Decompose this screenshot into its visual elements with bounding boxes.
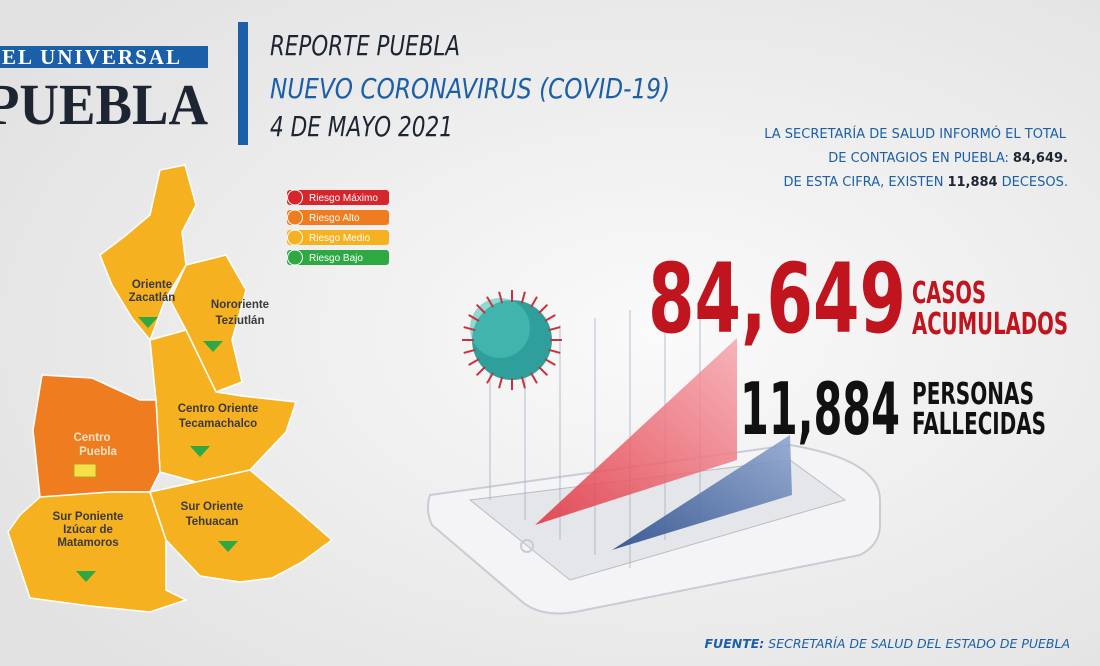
info-line3: DE ESTA CIFRA, EXISTEN 11,884 DECESOS. bbox=[784, 175, 1068, 190]
region-label: Centro Oriente Tecamachalco bbox=[178, 403, 259, 430]
region-line: Oriente bbox=[132, 279, 172, 291]
region-shape bbox=[7, 491, 188, 613]
region-line: Matamoros bbox=[57, 537, 118, 549]
region-shape bbox=[149, 469, 334, 583]
marker bbox=[73, 463, 97, 478]
spike bbox=[486, 372, 494, 384]
header-line2: NUEVO CORONAVIRUS (COVID-19) bbox=[270, 72, 670, 105]
marker bbox=[138, 317, 158, 328]
legend-label: Riesgo Medio bbox=[309, 233, 371, 244]
region-labels: Oriente Zacatlán Nororiente Teziutlán Cent… bbox=[53, 279, 269, 582]
spike bbox=[530, 372, 538, 384]
stat-number: 11,884 bbox=[740, 367, 900, 451]
footer-label: FUENTE: bbox=[705, 636, 765, 651]
region-line: Tecamachalco bbox=[179, 418, 257, 430]
region-line: Centro bbox=[73, 432, 110, 444]
blue-wedge bbox=[612, 435, 792, 550]
virus-spikes bbox=[462, 290, 562, 390]
legend-pill bbox=[287, 210, 389, 225]
region-shape bbox=[169, 254, 247, 393]
info-highlight: 84,649. bbox=[1013, 151, 1068, 166]
legend: Riesgo Máximo Riesgo Alto Riesgo Medio Ries… bbox=[287, 189, 389, 266]
header-line1: REPORTE PUEBLA bbox=[270, 29, 460, 62]
region-line: Izúcar de bbox=[63, 524, 113, 536]
spike bbox=[538, 303, 549, 314]
region-label: Sur Poniente Izúcar de Matamoros bbox=[53, 511, 124, 549]
marker bbox=[203, 341, 223, 352]
legend-dot bbox=[287, 189, 303, 206]
spike bbox=[538, 366, 549, 377]
footer: FUENTE: SECRETARÍA DE SALUD DEL ESTADO DE… bbox=[705, 636, 1070, 651]
spike bbox=[498, 291, 504, 304]
red-wedge bbox=[535, 338, 737, 525]
footer-text: SECRETARÍA DE SALUD DEL ESTADO DE PUEBLA bbox=[768, 636, 1070, 651]
legend-label: Riesgo Máximo bbox=[309, 193, 378, 204]
spike bbox=[486, 296, 494, 308]
marker bbox=[76, 571, 96, 582]
legend-pill bbox=[287, 190, 389, 205]
tablet-button bbox=[520, 539, 534, 553]
region-line: Centro Oriente bbox=[178, 403, 259, 415]
spike bbox=[475, 303, 486, 314]
info-text: DE ESTA CIFRA, EXISTEN bbox=[784, 175, 944, 190]
info-tail: DECESOS. bbox=[1002, 175, 1068, 190]
spike bbox=[520, 291, 526, 304]
marker bbox=[190, 446, 210, 457]
region-line: Sur Oriente bbox=[181, 501, 244, 513]
region-line: Tehuacan bbox=[186, 516, 239, 528]
legend-dot bbox=[287, 209, 303, 226]
spike bbox=[468, 358, 480, 366]
spike bbox=[463, 326, 476, 332]
spike bbox=[548, 348, 561, 354]
spike bbox=[548, 326, 561, 332]
header-line3: 4 DE MAYO 2021 bbox=[270, 110, 453, 143]
region-line: Zacatlán bbox=[129, 292, 176, 304]
info-highlight: 11,884 bbox=[947, 175, 997, 190]
stat-label: PERSONAS bbox=[912, 377, 1034, 412]
spike bbox=[530, 296, 538, 308]
logo-top: EL UNIVERSAL bbox=[2, 45, 180, 69]
spike bbox=[463, 348, 476, 354]
logo-bar bbox=[0, 46, 208, 68]
region-label: Oriente Zacatlán bbox=[129, 279, 176, 304]
spike bbox=[475, 366, 486, 377]
spike bbox=[520, 376, 526, 389]
map bbox=[7, 164, 334, 613]
stat-number: 84,649 bbox=[648, 243, 906, 355]
region-line: Teziutlán bbox=[216, 315, 265, 327]
marker bbox=[218, 541, 238, 552]
region-label: Nororiente Teziutlán bbox=[211, 299, 269, 327]
spike bbox=[468, 314, 480, 322]
info-line2: DE CONTAGIOS EN PUEBLA: 84,649. bbox=[828, 151, 1068, 166]
region-line: Sur Poniente bbox=[53, 511, 124, 523]
tablet-graphic bbox=[426, 290, 881, 615]
spike bbox=[498, 376, 504, 389]
region-label: Centro Puebla bbox=[73, 432, 117, 458]
stat-label: CASOS bbox=[912, 276, 986, 311]
info-text: DE CONTAGIOS EN PUEBLA: bbox=[828, 151, 1009, 166]
region-line: Nororiente bbox=[211, 299, 269, 311]
spike bbox=[544, 358, 556, 366]
legend-pill bbox=[287, 230, 389, 245]
legend-dot bbox=[287, 229, 303, 246]
spike bbox=[544, 314, 556, 322]
stat-label: FALLECIDAS bbox=[912, 407, 1046, 442]
stat-label: ACUMULADOS bbox=[912, 307, 1068, 342]
legend-pill bbox=[287, 250, 389, 265]
region-line: Puebla bbox=[79, 446, 117, 458]
info-line1: LA SECRETARÍA DE SALUD INFORMÓ EL TOTAL bbox=[764, 126, 1067, 142]
legend-label: Riesgo Bajo bbox=[309, 253, 363, 264]
region-label: Sur Oriente Tehuacan bbox=[181, 501, 244, 528]
divider bbox=[238, 22, 248, 145]
logo-bottom: PUEBLA bbox=[0, 72, 208, 137]
legend-label: Riesgo Alto bbox=[309, 213, 360, 224]
legend-dot bbox=[287, 249, 303, 266]
